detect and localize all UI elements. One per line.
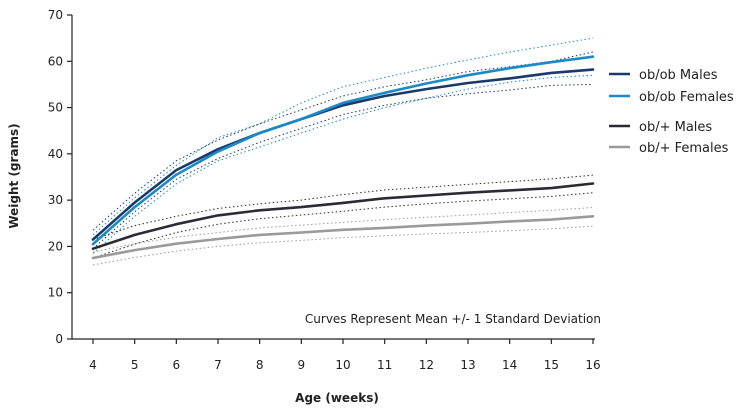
y-tick-label: 50 [48, 101, 63, 115]
legend-label: ob/+ Females [639, 141, 729, 156]
x-tick-label: 16 [585, 358, 600, 372]
mean-curve-3 [91, 182, 595, 250]
y-tick-label: 30 [48, 193, 63, 207]
x-tick-label: 6 [173, 358, 181, 372]
x-tick-label: 10 [335, 358, 350, 372]
y-tick-label: 70 [48, 8, 63, 22]
mean-curves [91, 55, 595, 260]
y-tick-label: 60 [48, 54, 63, 68]
x-axis-title: Age (weeks) [295, 391, 379, 405]
std-dev-upper-curve-1 [92, 51, 594, 231]
chart-legend: ob/ob Males ob/ob Females ob/+ Males ob/+ F… [609, 68, 734, 156]
std-deviation-note: Curves Represent Mean +/- 1 Standard Dev… [305, 312, 601, 326]
legend-label: ob/ob Females [639, 90, 734, 105]
y-tick-label: 40 [48, 147, 63, 161]
mean-curve-2 [91, 55, 595, 246]
x-tick-label: 12 [419, 358, 434, 372]
std-dev-upper-curve-2 [92, 37, 594, 236]
std-dev-lower-curve-1 [92, 83, 594, 250]
std-dev-lower-curve-4 [92, 225, 594, 266]
x-tick-label: 9 [298, 358, 306, 372]
x-tick-label: 15 [544, 358, 559, 372]
std-deviation-curves [92, 37, 594, 266]
x-tick-label: 14 [502, 358, 517, 372]
legend-label: ob/ob Males [639, 68, 718, 83]
std-dev-upper-curve-4 [92, 207, 594, 253]
legend-label: ob/+ Males [639, 120, 712, 135]
chart-axes [71, 15, 595, 340]
x-tick-label: 7 [214, 358, 222, 372]
y-tick-label: 10 [48, 286, 63, 300]
y-axis-title: Weight (grams) [7, 123, 21, 228]
x-tick-label: 13 [460, 358, 475, 372]
x-tick-label: 11 [377, 358, 392, 372]
mean-curve-1 [91, 68, 595, 241]
y-tick-label: 20 [48, 239, 63, 253]
std-dev-lower-curve-2 [92, 74, 594, 254]
x-tick-label: 4 [89, 358, 97, 372]
x-tick-label: 8 [256, 358, 264, 372]
mean-curve-4 [91, 215, 595, 260]
axis-ticks: 0 10 20 30 40 50 60 70 4 5 6 7 8 9 10 11 12 13 14 15 16 [48, 8, 601, 372]
y-tick-label: 0 [55, 332, 63, 346]
x-tick-label: 5 [131, 358, 139, 372]
